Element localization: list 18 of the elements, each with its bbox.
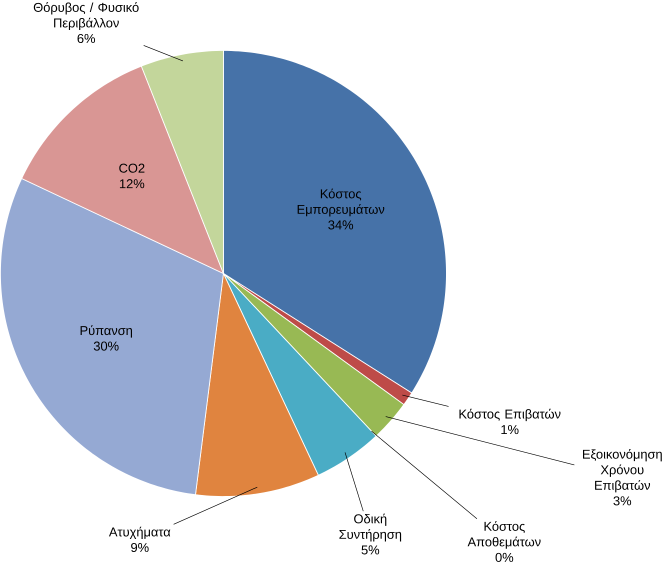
category-label: Κόστος Αποθεμάτων [468,521,541,549]
data-label: 12% [120,179,144,188]
slice-label: CO2 [119,164,144,173]
text: 0% [496,552,514,562]
data-label: 5% [362,545,380,554]
data-label: 3% [613,496,632,506]
slice-label: Οδική Συντήρηση [339,514,402,542]
data-label: 1% [501,425,519,434]
slice-label: Θόρυβος / Φυσικό Περιβάλλον [34,2,139,30]
data-label: 30% [94,341,119,351]
slice-label: Εξοικονόμηση Χρόνου Επιβατών [582,448,662,492]
slice-label: Ρύπανση [80,325,132,338]
slice-label: Ατυχήματα [108,526,170,539]
slice-label: Κόστος Εμπορευμάτων [298,188,384,216]
data-label: 6% [78,34,96,43]
data-label: 34% [328,220,354,230]
slice-label: Κόστος Επιβατών [459,408,561,422]
data-label: 9% [131,542,149,552]
